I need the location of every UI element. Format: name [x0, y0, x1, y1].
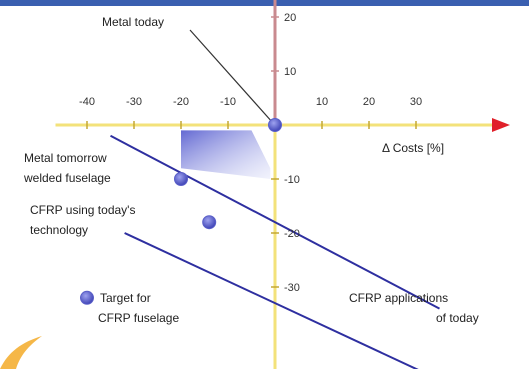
- y-tick-label: 20: [284, 12, 296, 24]
- data-point: [202, 215, 217, 230]
- x-tick-label: -20: [173, 96, 189, 108]
- x-tick-label: 10: [316, 96, 328, 108]
- y-tick-label: 10: [284, 66, 296, 78]
- trend-line: [124, 232, 419, 369]
- metal-today-leader: [189, 29, 274, 124]
- y-tick-label: -20: [284, 228, 300, 240]
- annotation-cfrp-today-line1: CFRP using today's: [30, 203, 135, 217]
- annotation-metal-tomorrow-line2: welded fuselage: [23, 171, 111, 185]
- x-axis-label: Δ Costs [%]: [382, 141, 444, 155]
- x-axis-arrow: [492, 118, 510, 132]
- annotation-target-line1: Target for: [100, 291, 151, 305]
- x-tick-label: -40: [79, 96, 95, 108]
- annotation-applications-line2: of today: [436, 311, 479, 325]
- data-point: [80, 290, 94, 305]
- y-tick-label: -10: [284, 174, 300, 186]
- corner-swoosh: [0, 336, 42, 369]
- annotation-cfrp-today-line2: technology: [30, 223, 88, 237]
- annotation-metal-today: Metal today: [102, 15, 164, 29]
- x-tick-label: 30: [410, 96, 422, 108]
- header-bar: [0, 0, 529, 6]
- x-tick-label: 20: [363, 96, 375, 108]
- annotation-applications-line1: CFRP applications: [349, 291, 448, 305]
- shaded-improvement-region: [181, 130, 271, 179]
- data-point: [174, 172, 188, 186]
- data-point: [268, 118, 282, 132]
- annotation-target-line2: CFRP fuselage: [98, 311, 179, 325]
- x-tick-label: -30: [126, 96, 142, 108]
- trend-line: [110, 134, 440, 310]
- annotation-metal-tomorrow-line1: Metal tomorrow: [24, 151, 107, 165]
- y-tick-label: -30: [284, 282, 300, 294]
- x-tick-label: -10: [220, 96, 236, 108]
